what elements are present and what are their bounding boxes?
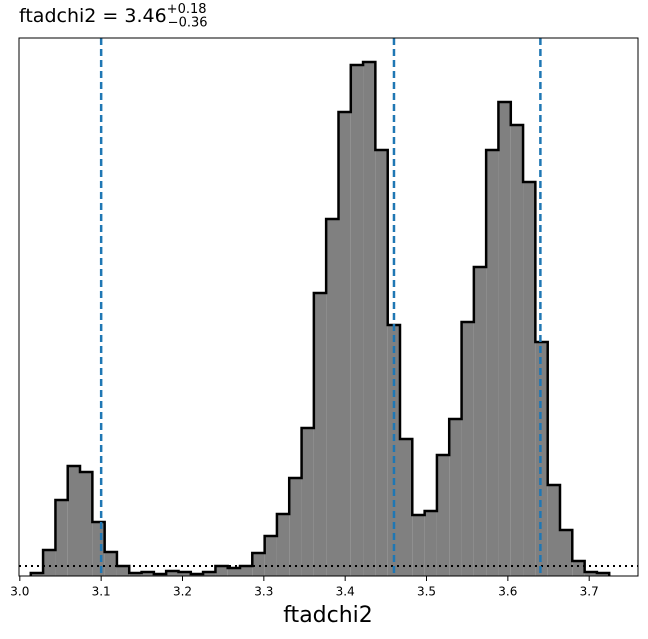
bar (289, 478, 302, 576)
x-tick-label: 3.1 (92, 585, 111, 599)
bar (326, 219, 339, 576)
bar (215, 566, 228, 576)
bar (30, 573, 44, 576)
bar (80, 472, 93, 576)
bar (547, 485, 560, 576)
bar (203, 572, 216, 576)
chart-title: ftadchi2 = 3.46+0.18 (19, 2, 207, 27)
bar (55, 500, 68, 576)
title-sub: −0.36 (168, 16, 208, 31)
bar (523, 182, 536, 576)
x-tick-label: 3.3 (254, 585, 273, 599)
bar (498, 102, 511, 576)
bar (264, 536, 277, 576)
x-tick-label: 3.0 (10, 585, 29, 599)
bar (104, 552, 117, 576)
x-tick-label: 3.6 (498, 585, 517, 599)
bar (363, 62, 376, 576)
bar (375, 150, 388, 576)
x-tick-label: 3.7 (580, 585, 599, 599)
bar (252, 553, 265, 576)
bar (473, 267, 487, 576)
bar (92, 522, 105, 576)
bar (116, 566, 130, 576)
bar (227, 568, 241, 576)
bar (424, 511, 437, 576)
x-tick-label: 3.4 (336, 585, 355, 599)
bar (178, 572, 191, 576)
bar (276, 514, 290, 576)
bar (313, 293, 327, 576)
bar (559, 530, 573, 576)
x-axis-label: ftadchi2 (283, 603, 373, 628)
bar (461, 322, 474, 576)
bar (572, 561, 585, 576)
bar (510, 125, 524, 576)
bar (43, 550, 56, 576)
bar (584, 572, 597, 576)
bar (399, 439, 413, 576)
bar (301, 428, 314, 576)
bar (436, 455, 450, 576)
bar (240, 566, 253, 576)
bar (141, 572, 154, 576)
bar (350, 65, 364, 576)
bar (166, 571, 179, 576)
bar (412, 515, 425, 576)
plot-frame (18, 37, 639, 577)
bar (449, 419, 462, 576)
bar (486, 150, 499, 576)
x-tick-label: 3.2 (173, 585, 192, 599)
bar (129, 573, 142, 576)
bar (596, 573, 610, 576)
title-main: ftadchi2 = 3.46 (19, 5, 167, 27)
bar (338, 112, 351, 576)
title-sup: +0.18 (167, 2, 207, 17)
x-tick-label: 3.5 (417, 585, 436, 599)
bar (67, 466, 81, 576)
